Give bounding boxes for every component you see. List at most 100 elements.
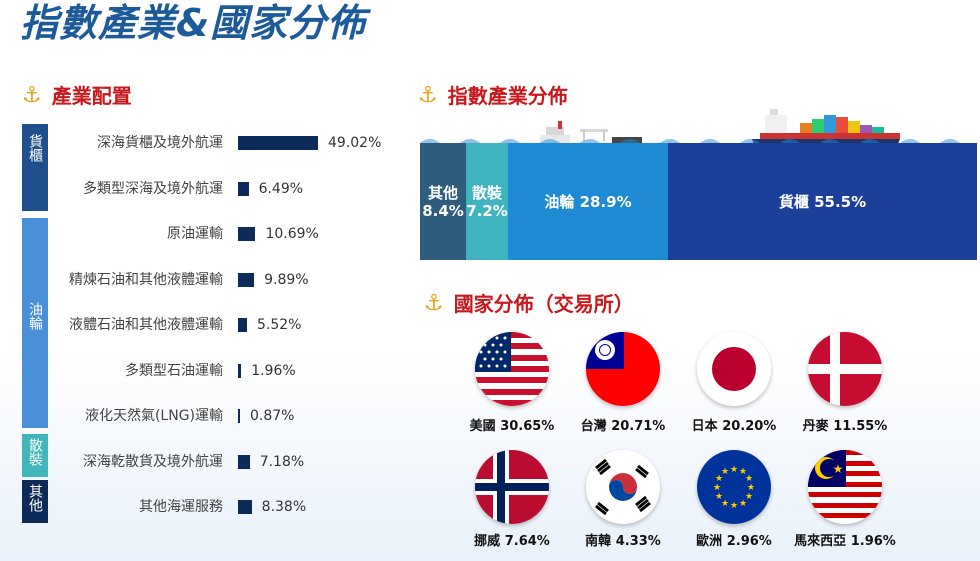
country-name: 挪威 (474, 534, 501, 549)
index-section-header: ⚓ 指數產業分佈 (418, 85, 568, 107)
country-name: 馬來西亞 (794, 534, 847, 549)
industry-row-label: 液體石油和其他液體運輸 (69, 317, 223, 333)
segment-bulk-name: 散裝 (471, 183, 502, 202)
svg-text:★: ★ (747, 483, 755, 493)
japan-flag-icon (697, 332, 771, 406)
industry-row-value: 8.38% (261, 499, 307, 515)
svg-text:★: ★ (739, 467, 747, 477)
group-label-tanker: 油輪 (27, 302, 43, 330)
segment-tanker: 油輪 28.9% (508, 143, 668, 260)
group-bar-bulk: 散裝 (22, 434, 48, 477)
group-label-bulk: 散裝 (27, 438, 43, 466)
anchor-icon: ⚓ (418, 83, 438, 108)
industry-row-value: 6.49% (258, 180, 304, 197)
anchor-icon: ⚓ (424, 291, 444, 316)
country-value: 1.96% (850, 534, 896, 549)
segment-bulk: 散裝 7.2% (466, 143, 508, 260)
country-label-kr: 南韓 4.33% (553, 534, 693, 550)
industry-section-title: 產業配置 (51, 84, 132, 108)
industry-row-bar (238, 181, 249, 196)
industry-row-bar (238, 500, 252, 514)
industry-section-header: ⚓ 產業配置 (22, 85, 132, 107)
segment-tanker-name: 油輪 (544, 192, 575, 211)
industry-row-bar (238, 272, 255, 287)
industry-row-bar (238, 318, 247, 332)
country-name: 日本 (691, 419, 718, 434)
country-value: 7.64% (504, 534, 550, 549)
industry-row-bar (238, 454, 250, 469)
industry-row-value: 9.89% (264, 271, 309, 288)
denmark-flag-icon (808, 332, 882, 406)
taiwan-flag-icon (586, 332, 660, 406)
segment-bulk-value: 7.2% (466, 201, 508, 220)
country-section-title: 國家分佈（交易所） (453, 292, 634, 316)
country-name: 歐洲 (696, 534, 723, 549)
group-bar-container: 貨櫃 (22, 124, 48, 211)
group-bar-tanker: 油輪 (22, 218, 48, 428)
svg-text:★: ★ (715, 474, 723, 484)
industry-row-label: 精煉石油和其他液體運輸 (69, 271, 223, 288)
industry-row-value: 7.18% (259, 453, 305, 470)
industry-row-bar (238, 409, 240, 423)
country-value: 20.20% (722, 419, 777, 434)
industry-row-label: 液化天然氣(LNG)運輸 (84, 408, 223, 424)
sea-illustration: 其他 8.4% 散裝 7.2% 油輪 28.9% 貨櫃 55.5% (420, 105, 977, 260)
country-name: 台灣 (580, 419, 607, 434)
industry-row-label: 深海乾散貨及境外航運 (83, 453, 223, 470)
industry-row-value: 0.87% (250, 408, 295, 424)
country-label-eu: 歐洲 2.96% (664, 534, 804, 550)
svg-text:★: ★ (745, 492, 753, 502)
eu-flag-icon: ★ ★ ★ ★ ★ ★ ★ ★ ★ ★ ★ ★ (697, 450, 771, 524)
country-section-header: ⚓ 國家分佈（交易所） (424, 293, 634, 315)
group-label-other: 其他 (27, 484, 43, 512)
svg-text:★: ★ (715, 492, 723, 502)
country-value: 2.96% (726, 534, 772, 549)
industry-row-value: 49.02% (328, 135, 382, 151)
group-bar-other: 其他 (22, 480, 48, 523)
anchor-icon: ⚓ (22, 83, 42, 108)
svg-text:★: ★ (730, 465, 738, 475)
svg-text:★: ★ (739, 499, 747, 509)
page-title: 指數產業&國家分佈 (20, 1, 367, 45)
country-value: 30.65% (500, 419, 555, 434)
industry-row-label: 其他海運服務 (139, 499, 223, 515)
segment-other-value: 8.4% (422, 201, 464, 220)
index-section-title: 指數產業分佈 (447, 84, 568, 108)
svg-text:★: ★ (833, 462, 844, 476)
country-label-us: 美國 30.65% (442, 419, 582, 435)
industry-row-label: 深海貨櫃及境外航運 (97, 135, 223, 151)
industry-row-value: 5.52% (257, 317, 302, 333)
industry-row-label: 多類型石油運輸 (125, 362, 223, 379)
svg-text:★: ★ (721, 467, 729, 477)
svg-text:★: ★ (730, 501, 738, 511)
country-label-jp: 日本 20.20% (664, 419, 804, 435)
country-value: 20.71% (611, 419, 666, 434)
svg-text:★: ★ (745, 474, 753, 484)
country-label-tw: 台灣 20.71% (553, 419, 693, 435)
country-value: 11.55% (833, 419, 888, 434)
industry-row-value: 10.69% (265, 226, 319, 242)
country-name: 美國 (469, 419, 496, 434)
country-name: 南韓 (585, 534, 612, 549)
industry-row-bar (238, 136, 318, 150)
korea-flag-icon (586, 450, 660, 524)
segment-container-value: 55.5% (814, 192, 867, 211)
group-label-container: 貨櫃 (27, 134, 43, 162)
svg-text:★: ★ (721, 499, 729, 509)
industry-row-value: 1.96% (251, 362, 296, 379)
country-name: 丹麥 (802, 419, 829, 434)
industry-row-label: 原油運輸 (167, 226, 223, 242)
country-label-dk: 丹麥 11.55% (775, 419, 915, 435)
country-value: 4.33% (615, 534, 661, 549)
country-label-my: 馬來西亞 1.96% (775, 534, 915, 550)
segment-container: 貨櫃 55.5% (668, 143, 977, 260)
country-label-no: 挪威 7.64% (442, 534, 582, 550)
norway-flag-icon (475, 450, 549, 524)
segment-tanker-value: 28.9% (579, 192, 632, 211)
segment-other-name: 其他 (427, 183, 458, 202)
us-flag-icon (475, 332, 549, 406)
segment-container-name: 貨櫃 (778, 192, 809, 211)
segment-other: 其他 8.4% (420, 143, 466, 260)
svg-text:★: ★ (713, 483, 721, 493)
industry-row-bar (238, 227, 256, 241)
